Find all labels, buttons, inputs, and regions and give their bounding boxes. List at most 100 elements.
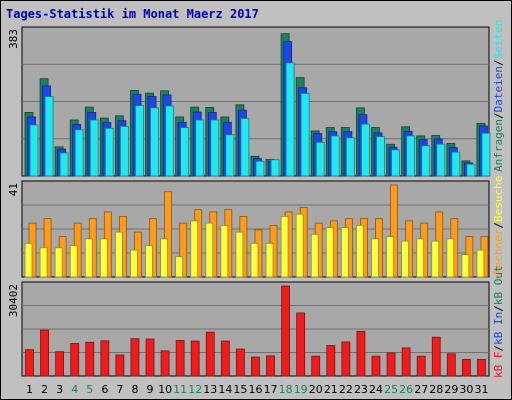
bar-besuche xyxy=(356,224,364,278)
bar-kb-f xyxy=(281,285,290,377)
day-label: 15 xyxy=(233,383,247,396)
legend-entry: / xyxy=(492,222,505,229)
bar-kb-f xyxy=(220,340,230,377)
day-label: 8 xyxy=(131,383,138,396)
bar-seiten xyxy=(74,129,84,177)
bar-seiten xyxy=(165,105,174,177)
day-label: 20 xyxy=(309,383,323,396)
legend-entry: / xyxy=(492,345,505,352)
ymax-label: 383 xyxy=(7,29,20,49)
legend-entry: Besuche xyxy=(492,176,505,222)
bar-seiten xyxy=(240,118,250,177)
bar-rechner xyxy=(390,184,398,278)
bar-besuche xyxy=(54,247,63,278)
bar-seiten xyxy=(421,145,431,177)
bar-besuche xyxy=(84,238,93,278)
bar-kb-f xyxy=(461,359,471,377)
bar-seiten xyxy=(345,137,355,177)
bar-kb-f xyxy=(371,355,381,377)
day-label: 1 xyxy=(26,383,33,396)
bar-seiten xyxy=(391,149,400,177)
bar-besuche xyxy=(114,231,123,278)
bar-rechner xyxy=(164,191,172,278)
bar-besuche xyxy=(250,242,259,278)
bar-kb-f xyxy=(341,341,351,377)
day-label: 28 xyxy=(429,383,443,396)
bar-kb-f xyxy=(40,329,49,377)
panel-traffic: 30402 xyxy=(7,281,490,377)
legend-entry: kB F xyxy=(492,352,505,379)
bar-seiten xyxy=(59,152,69,177)
bar-besuche xyxy=(280,216,289,278)
bar-kb-f xyxy=(296,312,306,377)
bar-seiten xyxy=(180,127,190,177)
bar-kb-f xyxy=(477,359,486,377)
day-label: 30 xyxy=(459,383,473,396)
bar-kb-f xyxy=(70,343,80,377)
day-label: 27 xyxy=(414,383,428,396)
bar-seiten xyxy=(300,93,310,177)
bar-seiten xyxy=(104,127,114,177)
bar-seiten xyxy=(376,136,385,177)
bar-seiten xyxy=(330,135,340,177)
bar-seiten xyxy=(436,143,446,177)
bar-kb-f xyxy=(100,340,110,377)
bar-kb-f xyxy=(401,347,411,377)
bar-kb-f xyxy=(145,338,155,377)
bar-kb-f xyxy=(236,348,245,377)
day-label: 31 xyxy=(474,383,488,396)
bar-besuche xyxy=(145,245,153,278)
day-label: 5 xyxy=(86,383,93,396)
legend-entry: Anfragen xyxy=(492,119,505,172)
day-label: 13 xyxy=(203,383,217,396)
bar-kb-f xyxy=(115,354,125,377)
bar-seiten xyxy=(285,62,295,177)
bar-besuche xyxy=(190,220,199,278)
bar-seiten xyxy=(361,123,370,177)
legend-entry: Rechner xyxy=(492,228,505,275)
bar-besuche xyxy=(310,233,319,278)
bar-besuche xyxy=(446,238,455,278)
bar-besuche xyxy=(69,245,78,278)
bar-besuche xyxy=(235,231,244,278)
day-label: 16 xyxy=(249,383,263,396)
day-label: 12 xyxy=(188,383,202,396)
day-label: 4 xyxy=(71,383,78,396)
panel-requests: 383 xyxy=(7,26,491,177)
bar-kb-f xyxy=(431,336,441,377)
day-label: 18 xyxy=(279,383,293,396)
day-label: 10 xyxy=(158,383,172,396)
day-label: 7 xyxy=(116,383,123,396)
bar-besuche xyxy=(340,227,349,278)
bar-besuche xyxy=(401,240,410,278)
bar-besuche xyxy=(160,238,168,278)
day-label: 14 xyxy=(218,383,232,396)
day-label: 3 xyxy=(56,383,63,396)
legend-entry: kB Out xyxy=(492,265,505,305)
bar-seiten xyxy=(406,135,416,177)
day-label: 2 xyxy=(41,383,48,396)
ymax-label: 30402 xyxy=(7,284,20,317)
bar-seiten xyxy=(135,105,144,177)
bar-kb-f xyxy=(266,355,275,377)
day-label: 23 xyxy=(354,383,368,396)
bar-besuche xyxy=(295,213,304,278)
legend-entry: kB In xyxy=(492,312,505,345)
bar-seiten xyxy=(270,159,280,177)
day-label: 17 xyxy=(264,383,278,396)
bar-kb-f xyxy=(416,355,426,377)
bar-kb-f xyxy=(175,340,185,377)
bar-besuche xyxy=(325,227,334,278)
bar-besuche xyxy=(476,249,485,278)
legend-visits: Rechner/Besuche xyxy=(492,176,505,275)
bar-seiten xyxy=(481,132,491,177)
bar-seiten xyxy=(451,151,461,177)
bar-besuche xyxy=(220,224,229,278)
bar-kb-f xyxy=(130,338,140,377)
legend-entry: / xyxy=(492,59,505,66)
bar-kb-f xyxy=(25,349,34,377)
legend-requests: Anfragen/Dateien/Seiten xyxy=(492,20,505,172)
day-label: 22 xyxy=(339,383,353,396)
bar-besuche xyxy=(265,242,274,278)
